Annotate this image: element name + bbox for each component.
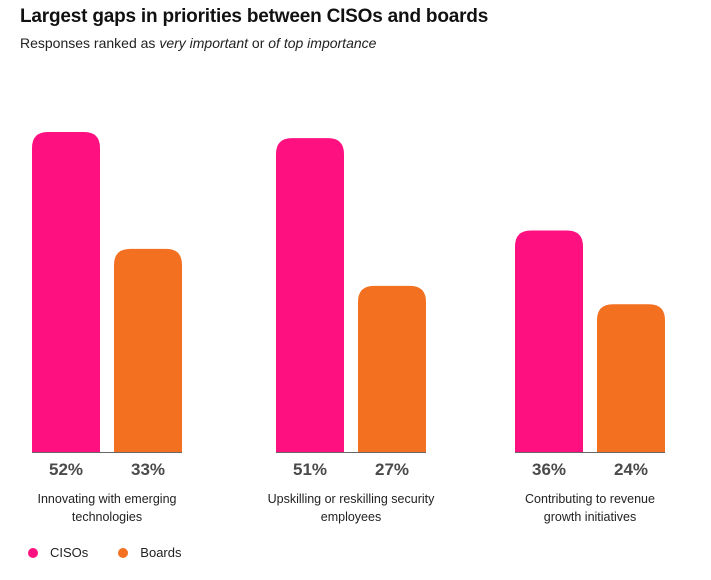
bar-boards-0 bbox=[114, 248, 182, 452]
category-label-1-line-0: Upskilling or reskilling security bbox=[268, 492, 435, 506]
legend-label-cisos: CISOs bbox=[50, 545, 89, 560]
value-label-boards-0: 33% bbox=[131, 460, 165, 479]
legend-item-cisos: CISOs bbox=[28, 545, 88, 560]
bar-cisos-1 bbox=[276, 138, 344, 452]
legend-swatch-cisos bbox=[28, 547, 38, 558]
legend-label-boards: Boards bbox=[140, 545, 182, 560]
value-label-boards-1: 27% bbox=[375, 460, 409, 479]
bar-cisos-0 bbox=[32, 132, 100, 452]
category-label-2-line-1: growth initiatives bbox=[544, 510, 636, 524]
subtitle-emphasis-1: very important bbox=[159, 35, 249, 51]
value-label-cisos-0: 52% bbox=[49, 460, 83, 479]
legend-swatch-boards bbox=[118, 547, 129, 558]
category-label-0-line-1: technologies bbox=[72, 510, 142, 524]
value-label-boards-2: 24% bbox=[614, 460, 648, 479]
chart-subtitle: Responses ranked as very important or of… bbox=[20, 35, 376, 51]
subtitle-middle: or bbox=[248, 35, 269, 51]
bar-chart: 52% 33% Innovating with emerging technologi… bbox=[32, 132, 665, 524]
value-label-cisos-2: 36% bbox=[532, 460, 566, 479]
chart-title: Largest gaps in priorities between CISOs… bbox=[20, 6, 489, 27]
legend-item-boards: Boards bbox=[118, 545, 182, 560]
bar-cisos-2 bbox=[515, 230, 583, 452]
value-label-cisos-1: 51% bbox=[293, 460, 327, 479]
subtitle-prefix: Responses ranked as bbox=[20, 35, 160, 51]
subtitle-emphasis-2: of top importance bbox=[268, 35, 377, 51]
chart-legend: CISOs Boards bbox=[28, 545, 212, 560]
category-label-0-line-0: Innovating with emerging bbox=[38, 492, 177, 506]
bar-boards-1 bbox=[358, 285, 426, 452]
bar-boards-2 bbox=[597, 304, 665, 452]
category-label-2-line-0: Contributing to revenue bbox=[525, 492, 655, 506]
category-label-1-line-1: employees bbox=[321, 510, 381, 524]
